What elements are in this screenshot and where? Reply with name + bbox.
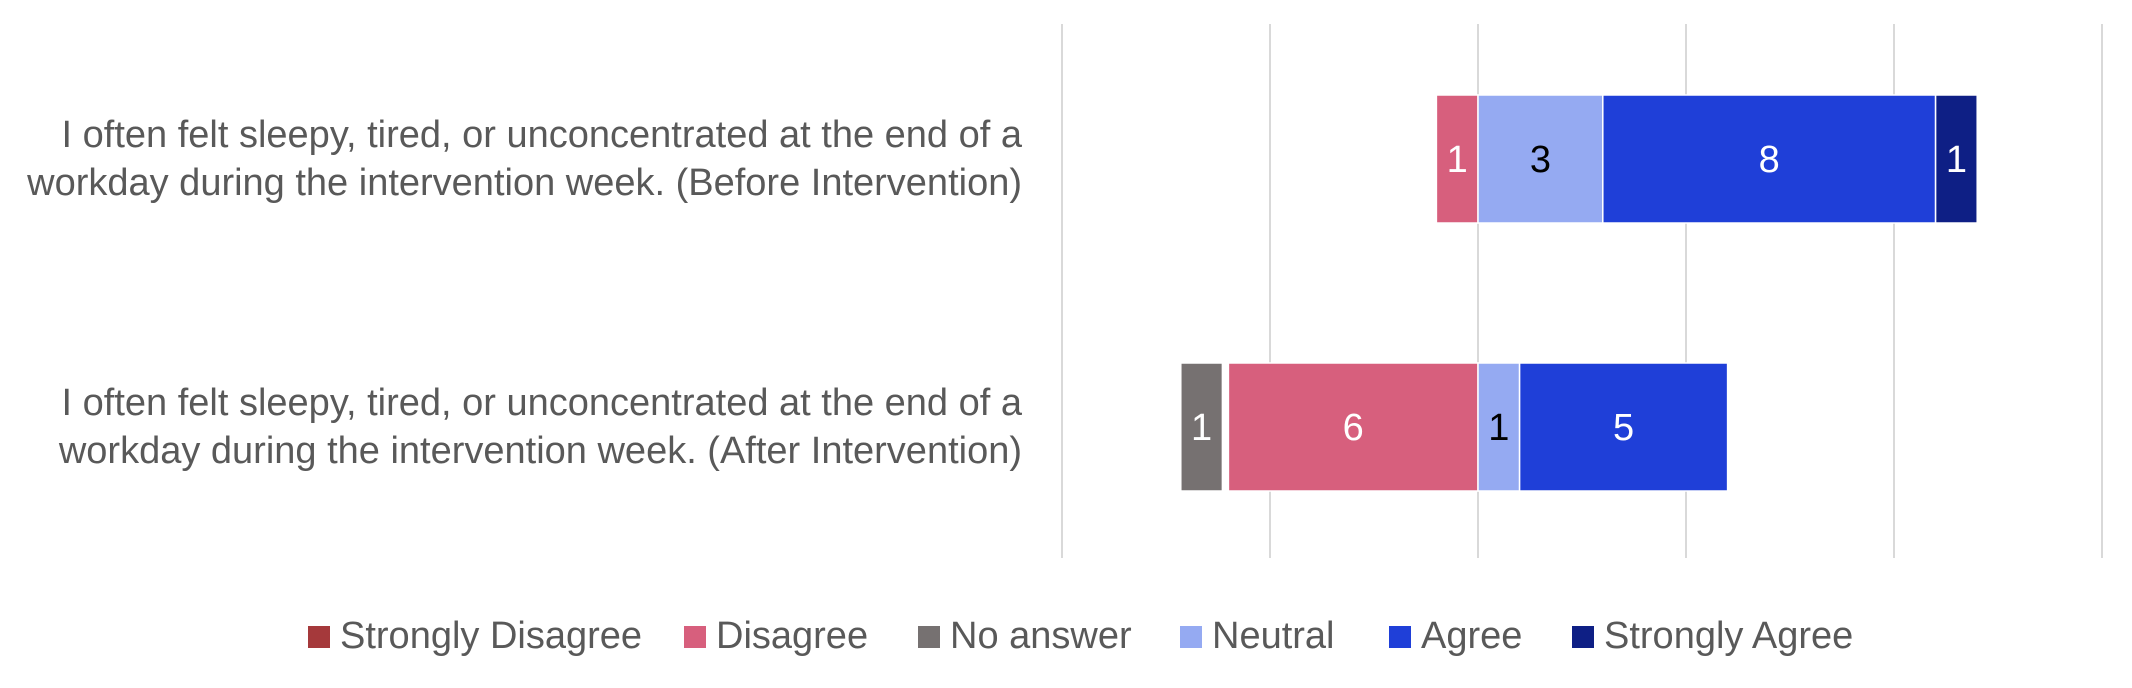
- bar-neutral-row-1: [1477, 362, 1521, 492]
- bar-disagree-row-1: [1227, 362, 1479, 492]
- bar-agree-row-0: [1602, 94, 1937, 224]
- legend: Strongly Disagree Disagree No answer Neutra…: [308, 615, 1853, 657]
- data-label-disagree-row-1: 6: [1343, 407, 1364, 449]
- legend-swatch-strongly-agree: [1572, 626, 1594, 648]
- data-label-disagree-row-0: 1: [1447, 139, 1468, 181]
- legend-label-strongly-agree: Strongly Agree: [1604, 615, 1853, 657]
- data-label-strongly-agree-row-0: 1: [1946, 139, 1967, 181]
- legend-label-strongly-disagree: Strongly Disagree: [340, 615, 642, 657]
- data-label-neutral-row-1: 1: [1488, 407, 1509, 449]
- bar-disagree-row-0: [1435, 94, 1479, 224]
- category-label-line: workday during the intervention week. (B…: [26, 162, 1022, 204]
- legend-label-no-answer: No answer: [950, 615, 1132, 657]
- data-label-agree-row-0: 8: [1759, 139, 1780, 181]
- legend-swatch-strongly-disagree: [308, 626, 330, 648]
- data-label-neutral-row-0: 3: [1530, 139, 1551, 181]
- category-label-line: workday during the intervention week. (A…: [58, 430, 1022, 472]
- legend-swatch-agree: [1389, 626, 1411, 648]
- data-label-no-answer-row-1: 1: [1191, 407, 1212, 449]
- category-labels: I often felt sleepy, tired, or unconcent…: [26, 114, 1023, 472]
- legend-label-neutral: Neutral: [1212, 615, 1335, 657]
- legend-label-disagree: Disagree: [716, 615, 868, 657]
- category-label-1: I often felt sleepy, tired, or unconcent…: [58, 382, 1023, 472]
- data-label-agree-row-1: 5: [1613, 407, 1634, 449]
- bar-strongly-agree-row-0: [1934, 94, 1978, 224]
- legend-swatch-disagree: [684, 626, 706, 648]
- category-label-0: I often felt sleepy, tired, or unconcent…: [26, 114, 1023, 204]
- legend-swatch-no-answer: [918, 626, 940, 648]
- bar-no-answer-row-1: [1180, 362, 1224, 492]
- category-label-line: I often felt sleepy, tired, or unconcent…: [62, 382, 1023, 424]
- bar-agree-row-1: [1518, 362, 1729, 492]
- category-label-line: I often felt sleepy, tired, or unconcent…: [62, 114, 1023, 156]
- legend-swatch-neutral: [1180, 626, 1202, 648]
- legend-label-agree: Agree: [1421, 615, 1522, 657]
- bars: 1 3 8 161 1 5: [1180, 94, 1978, 492]
